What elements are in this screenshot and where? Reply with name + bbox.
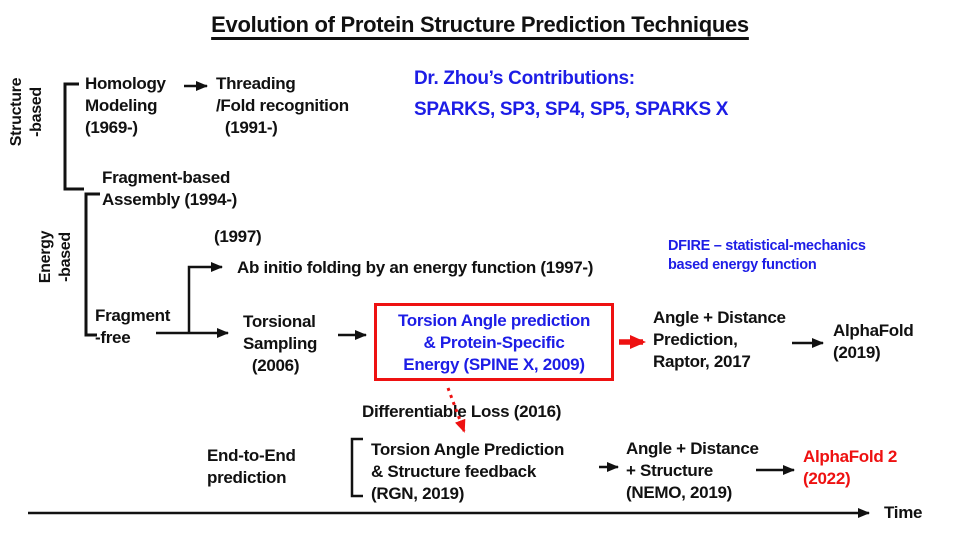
annotation-dfire: DFIRE – statistical-mechanics based ener…: [668, 238, 866, 273]
node-fragment-based-assembly: Fragment-based Assembly (1994-): [102, 168, 238, 209]
node-nemo-2019: Angle + Distance + Structure (NEMO, 2019…: [626, 439, 759, 502]
node-fragment-free: Fragment -free: [95, 306, 171, 347]
bracket-structure-based: [63, 82, 84, 191]
node-differentiable-loss: Differentiable Loss (2016): [362, 402, 562, 421]
highlight-box-spine-x: Torsion Angle prediction & Protein-Speci…: [374, 303, 614, 381]
node-torsional-sampling: Torsional Sampling (2006): [243, 312, 318, 375]
branch-label-energy-based: Energy -based: [37, 230, 74, 284]
timeline-label: Time: [884, 503, 923, 522]
node-ab-initio-folding: Ab initio folding by an energy function …: [237, 258, 594, 277]
contributions-heading: Dr. Zhou’s Contributions:: [414, 68, 635, 89]
node-alphafold-2019: AlphaFold (2019): [833, 321, 914, 362]
node-year-1997: (1997): [214, 227, 262, 246]
page-title: Evolution of Protein Structure Predictio…: [0, 12, 960, 38]
branch-label-structure-based: Structure -based: [8, 77, 45, 147]
node-homology-modeling: Homology Modeling (1969-): [85, 74, 166, 137]
node-alphafold2-2022: AlphaFold 2 (2022): [803, 447, 897, 488]
node-threading-fold-recognition: Threading /Fold recognition (1991-): [216, 74, 349, 137]
arrow-fragmentfree-to-abinitio: [187, 262, 223, 333]
node-rgn-2019: Torsion Angle Prediction & Structure fee…: [371, 440, 565, 503]
contributions-list: SPARKS, SP3, SP4, SP5, SPARKS X: [414, 99, 729, 120]
branch-label-end-to-end: End-to-End prediction: [207, 446, 296, 487]
page-title-text: Evolution of Protein Structure Predictio…: [211, 12, 749, 37]
bracket-end-to-end: [350, 437, 363, 498]
node-raptor-2017: Angle + Distance Prediction, Raptor, 201…: [653, 308, 786, 371]
